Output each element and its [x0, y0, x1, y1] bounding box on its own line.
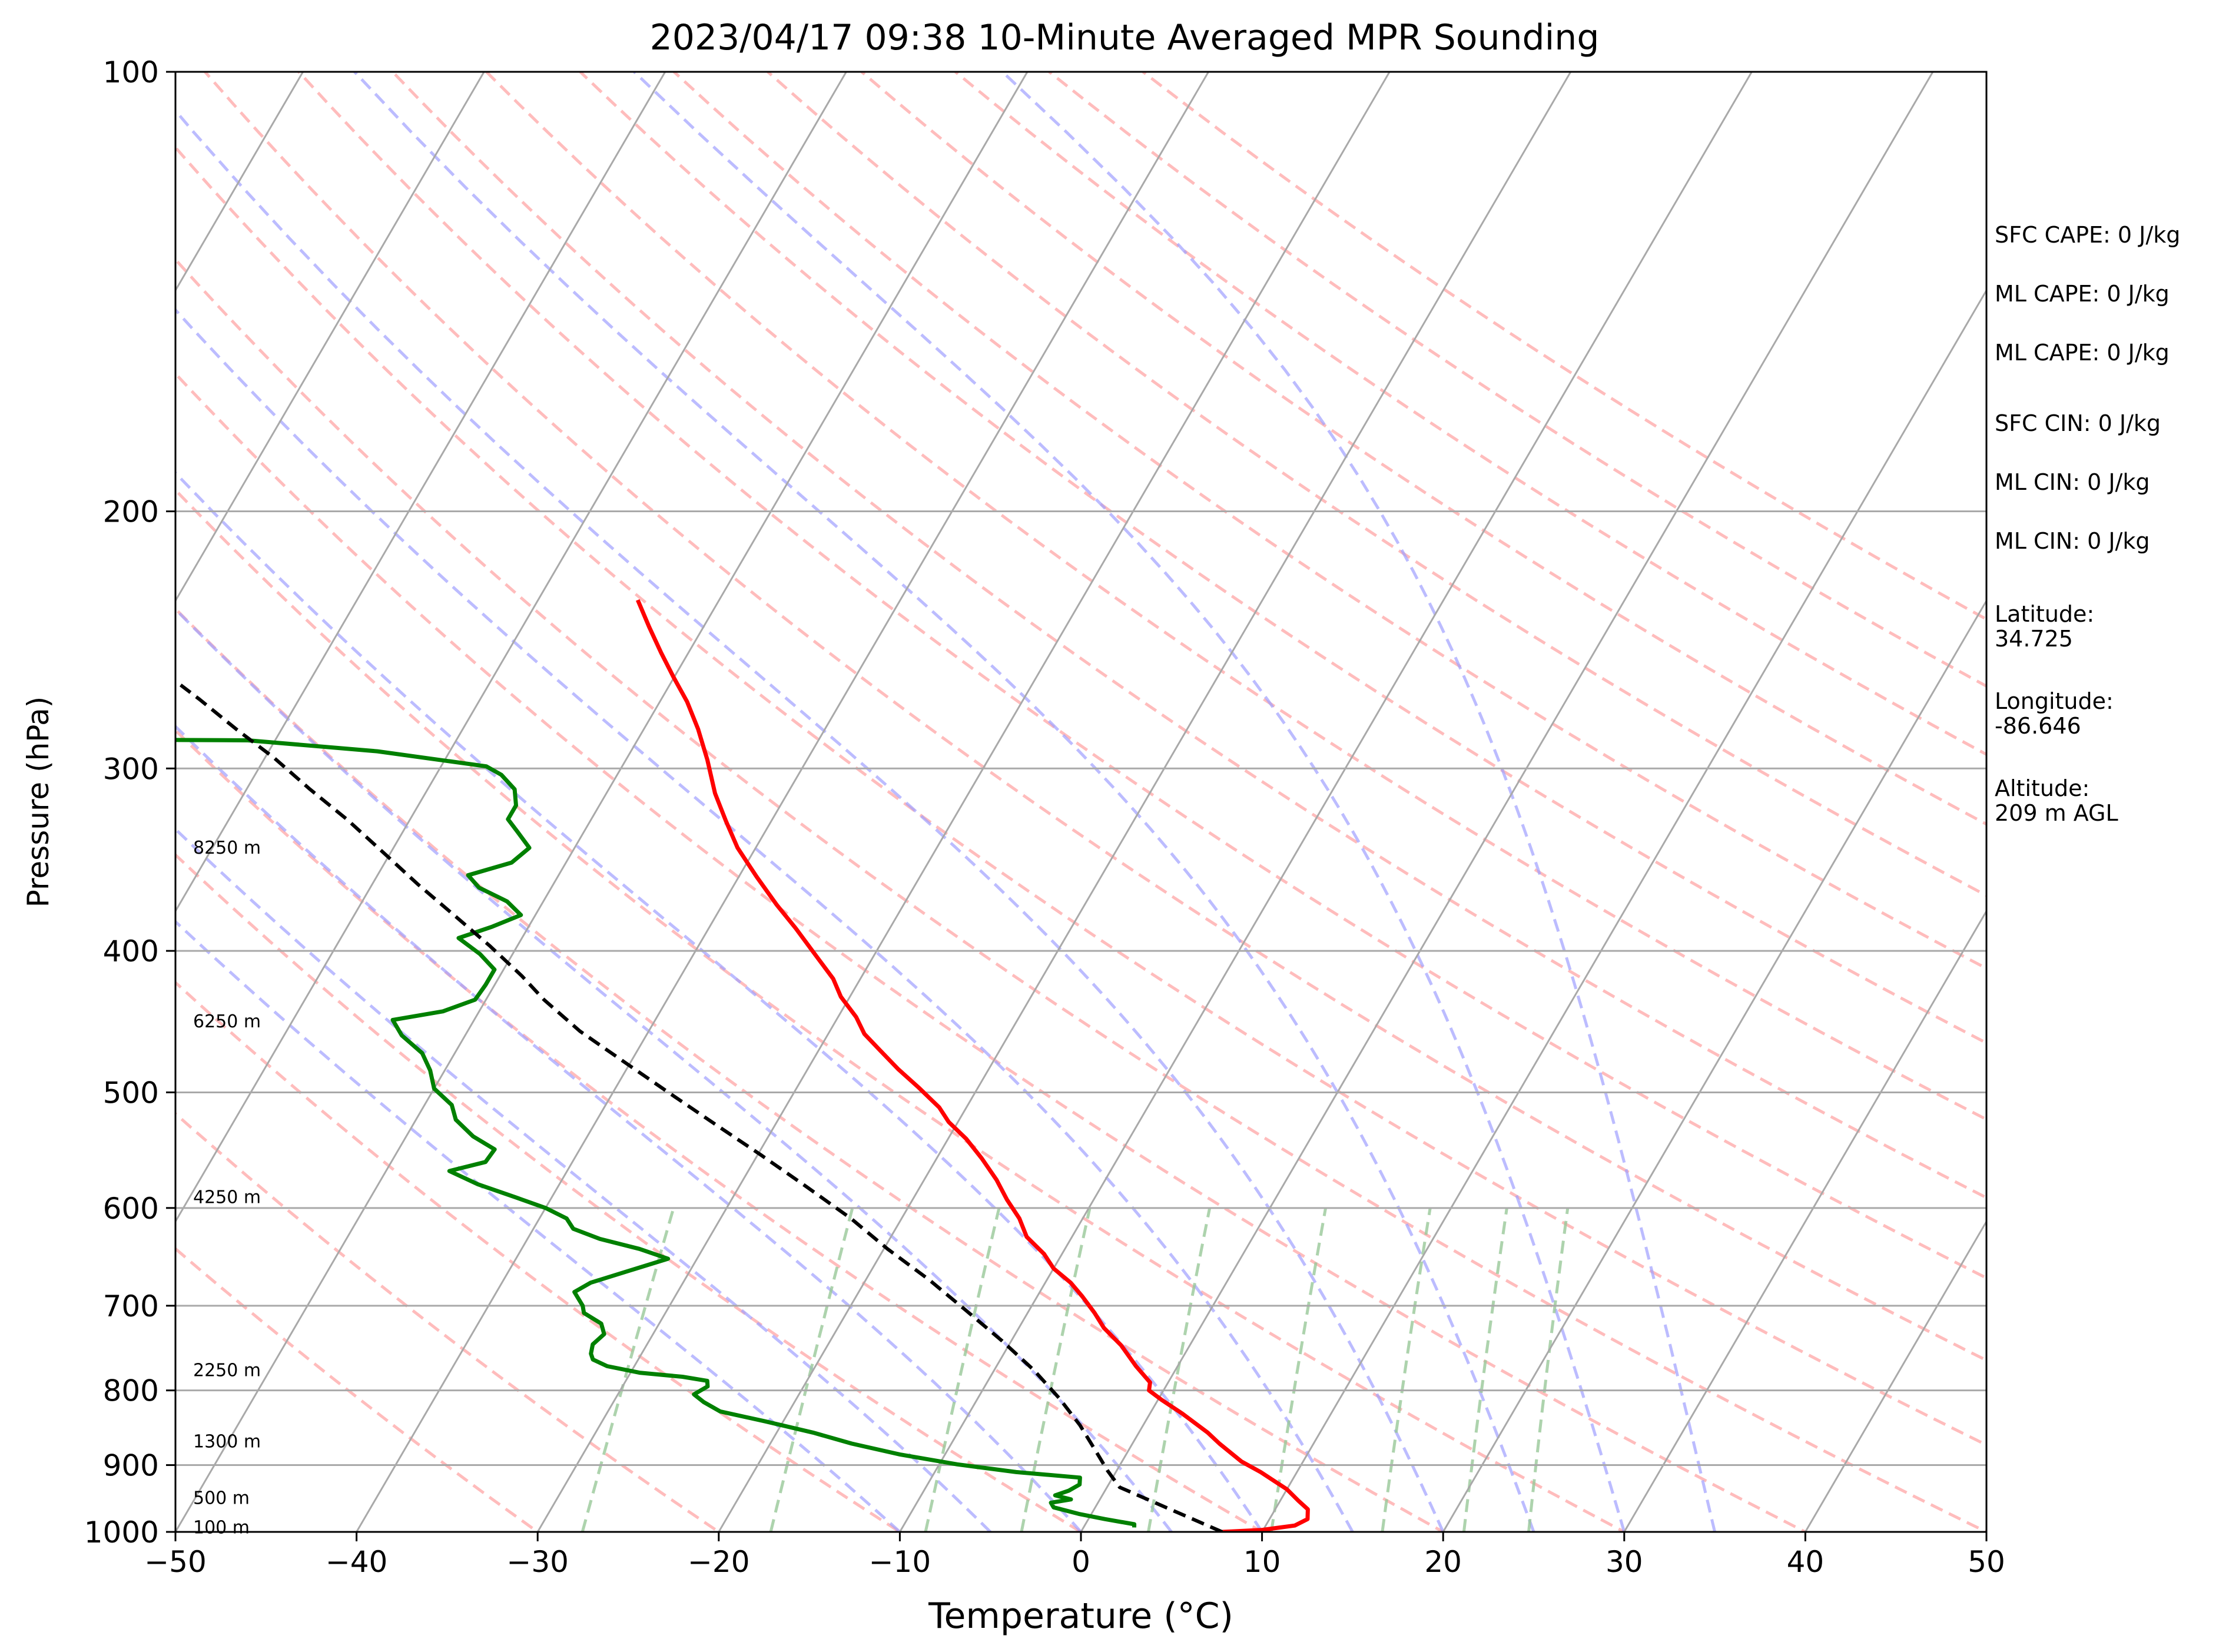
x-tick-label: −50	[144, 1545, 207, 1579]
y-tick-label: 900	[103, 1449, 159, 1483]
x-tick-label: 30	[1606, 1545, 1643, 1579]
isotherm	[1805, 1219, 1986, 1532]
ml-cape-text: ML CAPE: 0 J/kg	[1995, 281, 2170, 307]
grid-lines	[175, 72, 1986, 1532]
x-tick-label: −20	[688, 1545, 750, 1579]
ml-cape-text-2: ML CAPE: 0 J/kg	[1995, 340, 2170, 366]
y-tick-label: 500	[103, 1076, 159, 1110]
altitude-label: Altitude:	[1995, 775, 2090, 801]
dry-adiabat	[391, 72, 1986, 1200]
mixing-ratio-line	[1527, 1208, 1570, 1532]
height-label: 2250 m	[193, 1360, 261, 1381]
dry-adiabat	[175, 1112, 722, 1532]
x-axis: −50 −40 −30 −20 −10 0 10 20 30 40 50	[144, 1532, 2005, 1579]
latitude-label: Latitude:	[1995, 601, 2095, 627]
dry-adiabat	[579, 72, 1986, 1045]
y-tick-label: 1000	[84, 1515, 159, 1550]
ml-cin-text-2: ML CIN: 0 J/kg	[1995, 528, 2150, 554]
dry-adiabat	[175, 728, 1265, 1532]
dry-adiabat	[485, 72, 1986, 1122]
dry-adiabat	[175, 606, 1447, 1532]
dry-adiabat	[175, 257, 1986, 1532]
height-labels: 100 m 500 m 1300 m 2250 m 4250 m 6250 m 8250 m	[193, 838, 261, 1538]
isotherm	[899, 72, 1753, 1532]
y-tick-label: 700	[103, 1289, 159, 1323]
height-label: 100 m	[193, 1517, 250, 1538]
y-axis-label: Pressure (hPa)	[21, 696, 55, 908]
height-label: 6250 m	[193, 1011, 261, 1032]
ml-cin-text: ML CIN: 0 J/kg	[1995, 469, 2150, 495]
isotherm	[536, 72, 1391, 1532]
dewpoint-profile	[175, 738, 1137, 1528]
isotherm	[175, 72, 666, 913]
altitude-value: 209 m AGL	[1995, 800, 2118, 826]
parcel-profile	[179, 684, 1223, 1532]
y-tick-label: 800	[103, 1374, 159, 1408]
longitude-value: -86.646	[1995, 713, 2081, 739]
sfc-cin-text: SFC CIN: 0 J/kg	[1995, 410, 2161, 436]
background-lines	[175, 72, 1986, 1532]
dry-adiabat	[175, 980, 903, 1532]
x-tick-label: −30	[506, 1545, 569, 1579]
mixing-ratio-line	[1462, 1208, 1508, 1532]
dry-adiabat	[175, 852, 1084, 1532]
dry-adiabat	[175, 1246, 540, 1532]
y-tick-label: 300	[103, 752, 159, 786]
height-label: 4250 m	[193, 1187, 261, 1208]
isotherm	[1080, 72, 1934, 1532]
x-tick-label: 50	[1968, 1545, 2005, 1579]
chart-title: 2023/04/17 09:38 10-Minute Averaged MPR …	[650, 17, 1600, 58]
x-tick-label: −10	[869, 1545, 931, 1579]
y-tick-label: 100	[103, 55, 159, 89]
x-tick-label: 40	[1787, 1545, 1825, 1579]
moist-adiabat	[175, 724, 1082, 1532]
isotherm	[1442, 599, 1986, 1532]
moist-adiabat	[175, 108, 1445, 1532]
dry-adiabat	[954, 72, 1986, 757]
dry-adiabat	[673, 72, 1986, 970]
isotherm	[175, 72, 1029, 1532]
moist-adiabat	[1001, 72, 1717, 1532]
x-tick-label: 10	[1243, 1545, 1281, 1579]
y-tick-label: 400	[103, 934, 159, 968]
moist-adiabat	[175, 470, 1263, 1532]
sounding-profiles	[175, 599, 1310, 1532]
y-axis: 100 200 300 400 500 600 700 800 900 1000	[84, 55, 175, 1550]
mixing-ratio-line	[924, 1208, 1001, 1532]
isotherm	[175, 72, 485, 603]
x-tick-label: 20	[1424, 1545, 1462, 1579]
moist-adiabat	[353, 72, 1535, 1532]
dry-adiabat	[767, 72, 1986, 897]
x-tick-label: 0	[1072, 1545, 1090, 1579]
sfc-cape-text: SFC CAPE: 0 J/kg	[1995, 222, 2181, 248]
temperature-profile	[635, 599, 1310, 1532]
moist-adiabat	[175, 827, 991, 1532]
dry-adiabat	[175, 487, 1628, 1532]
dry-adiabat	[204, 72, 1986, 1362]
height-label: 500 m	[193, 1488, 250, 1508]
dry-adiabat	[297, 72, 1986, 1280]
moist-adiabat	[175, 307, 1354, 1532]
mixing-ratio-line	[1147, 1208, 1212, 1532]
latitude-value: 34.725	[1995, 626, 2073, 652]
isotherm	[356, 72, 1209, 1532]
dry-adiabat	[1048, 72, 1986, 688]
isotherm	[718, 72, 1572, 1532]
isotherm	[175, 72, 847, 1223]
dry-adiabat	[175, 371, 1809, 1532]
height-label: 1300 m	[193, 1431, 261, 1452]
x-tick-label: −40	[326, 1545, 388, 1579]
isotherm	[1623, 909, 1986, 1532]
height-label: 8250 m	[193, 838, 261, 858]
mixing-ratio-line	[769, 1208, 854, 1532]
x-axis-label: Temperature (°C)	[928, 1595, 1233, 1637]
y-tick-label: 600	[103, 1192, 159, 1226]
dry-adiabat	[175, 145, 1986, 1447]
longitude-label: Longitude:	[1995, 688, 2114, 714]
isotherm	[1261, 288, 1986, 1532]
y-tick-label: 200	[103, 495, 159, 529]
